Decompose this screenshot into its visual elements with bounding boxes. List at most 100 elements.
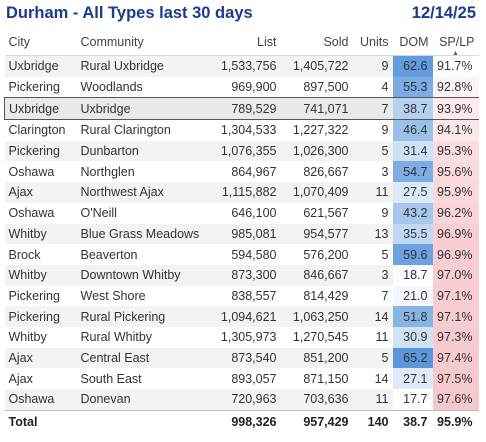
cell-community: Downtown Whitby bbox=[76, 264, 211, 286]
column-header-city[interactable]: City bbox=[4, 29, 77, 56]
cell-community: Beaverton bbox=[76, 244, 211, 265]
cell-sold: 954,577 bbox=[280, 223, 353, 245]
cell-city: Ajax bbox=[4, 368, 77, 389]
table-row[interactable]: Oshawa Northglen 864,967 826,667 3 54.7 95.6% bbox=[4, 161, 479, 183]
cell-dom: 51.8 bbox=[392, 306, 433, 327]
cell-list: 646,100 bbox=[210, 202, 281, 224]
table-row[interactable]: Oshawa Donevan 720,963 703,636 11 17.7 97.6% bbox=[4, 389, 479, 411]
cell-dom: 55.3 bbox=[392, 76, 433, 98]
cell-splp: 96.9% bbox=[432, 244, 479, 265]
cell-city: Pickering bbox=[4, 306, 77, 327]
total-list: 998,326 bbox=[210, 409, 281, 433]
cell-units: 3 bbox=[352, 264, 393, 286]
cell-city: Uxbridge bbox=[4, 55, 77, 77]
cell-splp: 94.1% bbox=[432, 119, 479, 141]
table-row[interactable]: Pickering Dunbarton 1,076,355 1,026,300 5 31.… bbox=[4, 140, 479, 162]
cell-list: 1,305,973 bbox=[210, 326, 281, 348]
column-header-units[interactable]: Units bbox=[352, 29, 393, 56]
cell-city: Whitby bbox=[4, 223, 77, 245]
cell-list: 594,580 bbox=[210, 244, 281, 265]
sales-table: City Community List Sold Units DOM SP/LP… bbox=[4, 29, 479, 433]
column-header-list[interactable]: List bbox=[210, 29, 281, 56]
cell-splp: 92.8% bbox=[432, 76, 479, 98]
cell-sold: 871,150 bbox=[280, 368, 353, 389]
cell-community: Rural Whitby bbox=[76, 326, 211, 348]
cell-list: 1,533,756 bbox=[210, 55, 281, 77]
table-row[interactable]: Ajax Central East 873,540 851,200 5 65.2 97.4% bbox=[4, 347, 479, 369]
sort-ascending-icon[interactable]: ▲ bbox=[452, 50, 459, 57]
total-units: 140 bbox=[352, 409, 393, 433]
cell-list: 720,963 bbox=[210, 389, 281, 411]
cell-sold: 741,071 bbox=[280, 97, 353, 121]
table-row[interactable]: Ajax South East 893,057 871,150 14 27.1 97.5% bbox=[4, 368, 479, 389]
cell-units: 4 bbox=[352, 76, 393, 98]
cell-units: 14 bbox=[352, 306, 393, 327]
table-row[interactable]: Whitby Downtown Whitby 873,300 846,667 3 18.7… bbox=[4, 264, 479, 286]
cell-sold: 897,500 bbox=[280, 76, 353, 98]
cell-sold: 576,200 bbox=[280, 244, 353, 265]
cell-units: 11 bbox=[352, 182, 393, 203]
table-row[interactable]: Pickering Rural Pickering 1,094,621 1,063,2… bbox=[4, 306, 479, 327]
cell-units: 5 bbox=[352, 140, 393, 162]
cell-sold: 814,429 bbox=[280, 285, 353, 307]
cell-city: Clarington bbox=[4, 119, 77, 141]
cell-splp: 95.9% bbox=[432, 182, 479, 203]
table-row[interactable]: Ajax Northwest Ajax 1,115,882 1,070,409 11 27… bbox=[4, 182, 479, 203]
cell-splp: 96.2% bbox=[432, 202, 479, 224]
cell-dom: 62.6 bbox=[392, 55, 433, 77]
cell-city: Oshawa bbox=[4, 161, 77, 183]
total-sold: 957,429 bbox=[280, 409, 353, 433]
report-title: Durham - All Types last 30 days bbox=[6, 4, 253, 22]
cell-list: 873,540 bbox=[210, 347, 281, 369]
table-row[interactable]: Oshawa O'Neill 646,100 621,567 9 43.2 96.2% bbox=[4, 202, 479, 224]
table-row[interactable]: Pickering West Shore 838,557 814,429 7 21.0 97… bbox=[4, 285, 479, 307]
cell-splp: 97.6% bbox=[432, 389, 479, 411]
table-row[interactable]: Clarington Rural Clarington 1,304,533 1,227… bbox=[4, 119, 479, 141]
column-header-splp[interactable]: SP/LP ▲ bbox=[432, 29, 479, 57]
cell-units: 11 bbox=[352, 389, 393, 411]
total-row: Total 998,326 957,429 140 38.7 95.9% bbox=[4, 409, 479, 433]
table-row[interactable]: Pickering Woodlands 969,900 897,500 4 55.3 92.… bbox=[4, 76, 479, 98]
cell-splp: 95.6% bbox=[432, 161, 479, 183]
cell-city: Whitby bbox=[4, 264, 77, 286]
cell-dom: 18.7 bbox=[392, 264, 433, 286]
cell-city: Whitby bbox=[4, 326, 77, 348]
cell-dom: 43.2 bbox=[392, 202, 433, 224]
cell-sold: 851,200 bbox=[280, 347, 353, 369]
cell-sold: 621,567 bbox=[280, 202, 353, 224]
cell-list: 864,967 bbox=[210, 161, 281, 183]
cell-units: 14 bbox=[352, 368, 393, 389]
column-header-sold[interactable]: Sold bbox=[280, 29, 353, 56]
table-row[interactable]: Brock Beaverton 594,580 576,200 5 59.6 96.9% bbox=[4, 244, 479, 265]
cell-dom: 27.5 bbox=[392, 182, 433, 203]
cell-splp: 93.9% bbox=[432, 97, 479, 121]
cell-community: Northwest Ajax bbox=[76, 182, 211, 203]
table-row[interactable]: Whitby Blue Grass Meadows 985,081 954,577 13… bbox=[4, 223, 479, 245]
cell-units: 3 bbox=[352, 161, 393, 183]
cell-dom: 38.7 bbox=[392, 97, 433, 121]
cell-list: 985,081 bbox=[210, 223, 281, 245]
total-splp: 95.9% bbox=[432, 409, 479, 433]
table-row[interactable]: Uxbridge Uxbridge 789,529 741,071 7 38.7 93.9% bbox=[4, 97, 479, 121]
cell-community: Rural Clarington bbox=[76, 119, 211, 141]
cell-splp: 96.9% bbox=[432, 223, 479, 245]
cell-dom: 46.4 bbox=[392, 119, 433, 141]
table-row[interactable]: Uxbridge Rural Uxbridge 1,533,756 1,405,722… bbox=[4, 55, 479, 77]
cell-dom: 31.4 bbox=[392, 140, 433, 162]
cell-splp: 95.3% bbox=[432, 140, 479, 162]
table-row[interactable]: Whitby Rural Whitby 1,305,973 1,270,545 11 30… bbox=[4, 326, 479, 348]
cell-units: 7 bbox=[352, 97, 393, 121]
cell-sold: 846,667 bbox=[280, 264, 353, 286]
cell-list: 1,076,355 bbox=[210, 140, 281, 162]
cell-sold: 1,227,322 bbox=[280, 119, 353, 141]
cell-sold: 1,405,722 bbox=[280, 55, 353, 77]
column-header-community[interactable]: Community bbox=[76, 29, 211, 56]
cell-list: 893,057 bbox=[210, 368, 281, 389]
cell-city: Pickering bbox=[4, 76, 77, 98]
cell-community: Donevan bbox=[76, 389, 211, 411]
column-header-dom[interactable]: DOM bbox=[392, 29, 433, 56]
cell-units: 9 bbox=[352, 202, 393, 224]
cell-community: Uxbridge bbox=[76, 97, 211, 121]
cell-community: Rural Uxbridge bbox=[76, 55, 211, 77]
cell-city: Uxbridge bbox=[4, 97, 77, 121]
